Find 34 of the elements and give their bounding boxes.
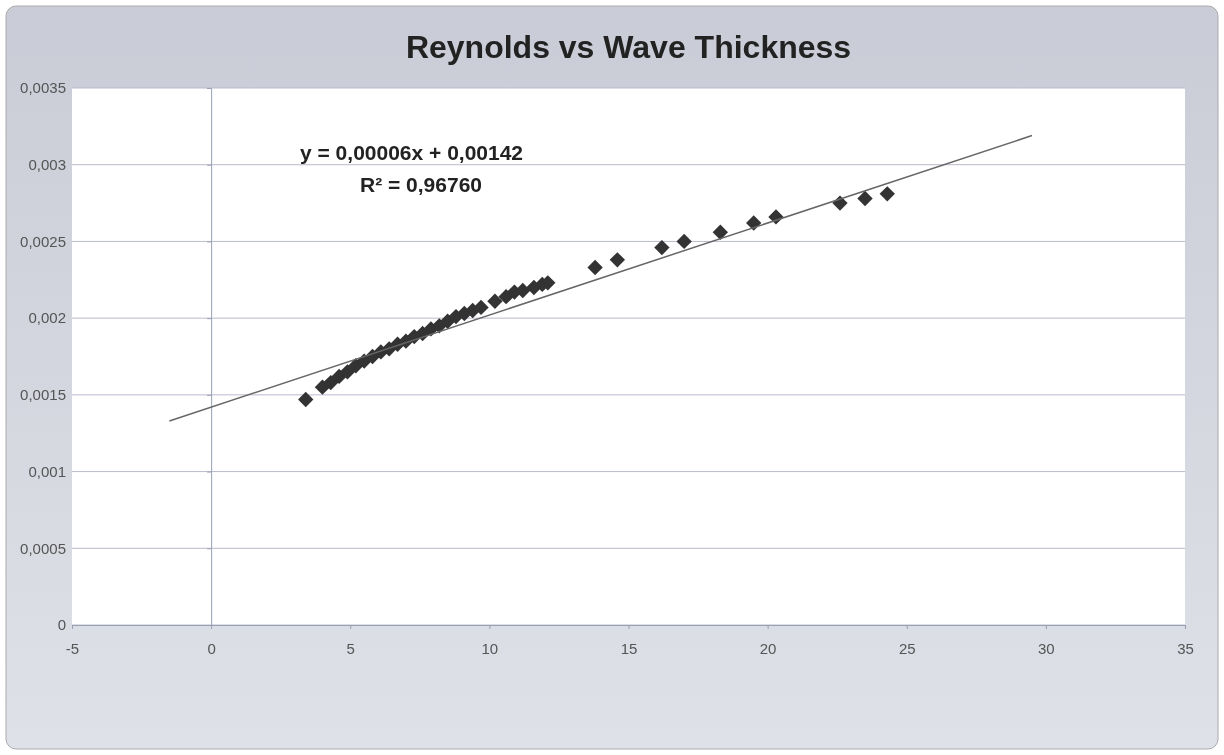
point	[654, 239, 670, 256]
point	[339, 364, 356, 380]
point	[879, 186, 895, 202]
point	[473, 299, 489, 316]
y-tick-label: 0,003	[28, 156, 66, 174]
y-tick-label: 0,0015	[20, 386, 66, 404]
point	[712, 224, 728, 240]
x-tick-label: 5	[346, 639, 355, 657]
x-tick-label: 0	[207, 639, 216, 657]
point	[314, 379, 331, 395]
x-tick-label: 20	[759, 639, 777, 657]
y-tick-label: 0,0005	[20, 539, 66, 557]
x-tick-label: 30	[1038, 639, 1055, 657]
chart-title: Reynolds vs Wave Thickness	[405, 29, 852, 65]
point	[515, 282, 531, 299]
x-tick-label: 35	[1177, 639, 1194, 657]
y-tick-label: 0	[57, 616, 66, 634]
y-tick-label: 0,001	[28, 462, 66, 480]
y-tick-label: 0,002	[28, 309, 66, 327]
annotation: y = 0,00006x + 0,00142	[300, 141, 524, 164]
x-tick-label: 10	[481, 639, 499, 657]
x-tick-label: 15	[620, 639, 638, 657]
point	[487, 293, 503, 309]
point	[857, 190, 873, 207]
point	[323, 374, 339, 391]
point	[298, 391, 314, 408]
y-tick-label: 0,0035	[20, 79, 66, 97]
point	[676, 233, 692, 250]
point	[587, 259, 603, 276]
x-tick-label: -5	[65, 639, 80, 657]
annotation: R² = 0,96760	[360, 173, 483, 196]
point	[609, 252, 626, 268]
y-tick-label: 0,0025	[20, 232, 66, 250]
x-tick-label: 25	[898, 639, 916, 657]
